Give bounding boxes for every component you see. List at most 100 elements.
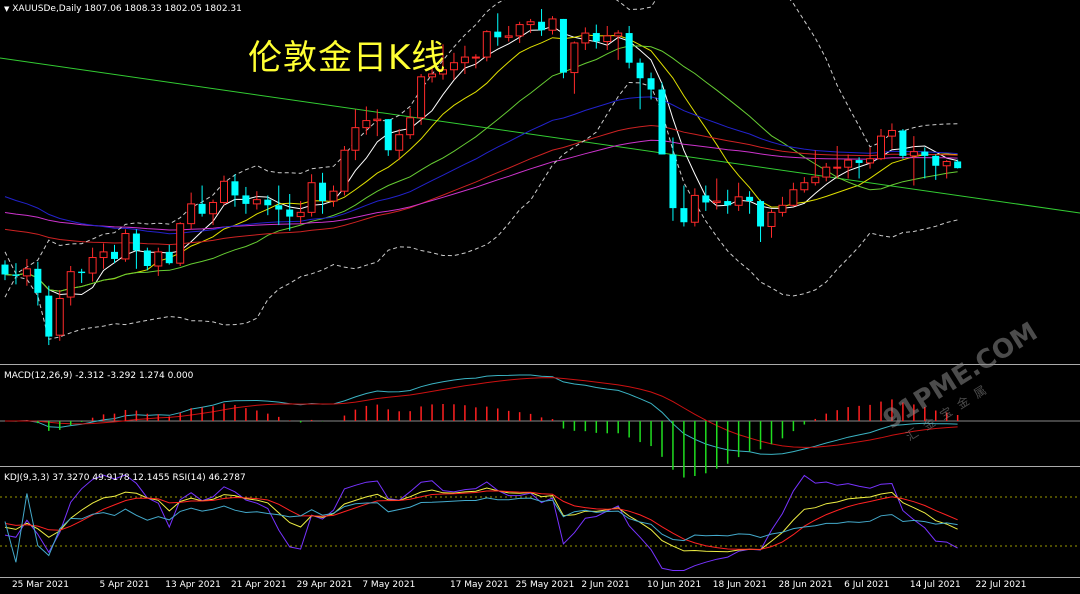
candle-body-bull [767,211,776,227]
date-tick-label: 2 Jun 2021 [581,580,630,590]
candle-body-bull [66,271,75,298]
macd-panel [15,399,959,478]
candle-body-bear [264,199,272,206]
candle-body-bull [833,166,842,169]
candle-body-bear [78,271,86,274]
candle-body-bull [690,194,699,223]
candle-body-bear [746,196,754,202]
candle-body-bull [296,211,305,218]
candle-body-bull [121,233,130,260]
candle-body-bull [877,135,885,160]
kdj-rsi-label: KDJ(9,3,3) 37.3270 49.9178 12.1455 RSI(1… [4,473,246,483]
candle-body-bull [778,204,787,213]
candle-body-bear [625,33,633,63]
candle-body-bull [220,180,228,203]
candle-body-bear [319,182,327,202]
candle-body-bull [329,190,338,202]
candle-body-bear [45,295,53,337]
candle-body-bull [373,118,382,122]
ma-5-line [4,25,958,296]
date-tick-label: 29 Apr 2021 [296,580,353,590]
candle-body-bull [406,117,415,136]
candle-body-bear [1,264,9,275]
candle-body-bull [22,268,31,277]
candle-body-bull [504,35,513,38]
kdj-j-line [4,474,958,571]
candle-body-bull [482,31,491,58]
symbol-ohlc-text: XAUUSDe,Daily 1807.06 1808.33 1802.05 18… [12,4,242,14]
candle-body-bull [942,161,951,167]
candle-body-bear [592,33,600,42]
candle-body-bull [395,134,404,151]
candle-body-bear [921,151,929,156]
kdj-k-line [4,487,958,553]
candle-body-bear [559,18,567,73]
candle-body-bull [909,151,918,157]
macd-label: MACD(12,26,9) -2.312 -3.292 1.274 0.000 [4,371,194,381]
bollinger-upper [4,0,958,275]
candle-body-bear [538,21,546,31]
candle-body-bear [899,130,907,156]
trend-line [0,57,1080,214]
candle-body-bear [647,78,655,90]
candle-body-bull [844,159,853,168]
candle-body-bear [384,119,392,151]
chart-title: 伦敦金日K线 [248,38,447,78]
candle-body-bull [209,201,218,215]
candle-body-bear [242,195,250,204]
candle-body-bear [855,160,863,163]
candle-body-bull [88,257,97,274]
candle-body-bull [362,120,371,129]
candle-body-bear [636,62,644,79]
candle-body-bull [822,166,831,178]
date-tick-label: 18 Jun 2021 [712,580,767,590]
candle-body-bull [789,189,798,206]
date-tick-label: 10 Jun 2021 [647,580,702,590]
candle-body-bear [680,208,688,223]
candle-body-bull [351,127,360,151]
candle-body-bull [887,129,896,137]
candle-body-bear [658,89,666,155]
date-tick-label: 5 Apr 2021 [99,580,150,590]
macd-line [4,374,958,455]
bollinger-lower [4,81,958,340]
candle-body-bull [460,56,469,64]
candle-body-bear [494,31,502,38]
candle-body-bull [811,176,820,184]
candle-body-bear [165,251,173,264]
kdj-d-line [4,490,958,550]
candle-body-bear [275,205,283,210]
candle-body-bull [99,251,108,259]
dropdown-triangle-icon[interactable]: ▼ [4,5,10,13]
date-tick-label: 21 Apr 2021 [230,580,287,590]
candle-body-bear [132,233,140,251]
candle-body-bull [154,251,163,267]
candle-body-bear [12,274,20,276]
ma-10-line [4,34,958,292]
date-tick-label: 17 May 2021 [449,580,509,590]
macd-signal-line [5,377,958,448]
rsi-line [4,493,958,563]
candle-body-bull [307,182,316,213]
candle-body-bull [449,62,458,71]
candle-body-bull [515,24,524,37]
date-tick-label: 13 Apr 2021 [165,580,221,590]
candle-body-bear [702,195,710,203]
candle-body-bear [231,181,239,196]
date-tick-label: 6 Jul 2021 [844,580,890,590]
candle-body-bull [428,73,437,78]
candle-body-bull [417,76,426,119]
candle-body-bull [581,32,590,44]
candle-body-bull [603,35,612,43]
candle-body-bull [252,199,261,205]
candle-body-bull [55,297,64,336]
date-tick-label: 25 Mar 2021 [11,580,69,590]
candle-body-bear [143,250,151,266]
candle-body-bull [187,203,196,225]
candle-body-bear [757,201,765,227]
indicator-overlays [0,0,1080,571]
candle-body-bear [932,155,940,166]
candle-body-bull [866,158,875,164]
candle-body-bull [614,32,623,37]
